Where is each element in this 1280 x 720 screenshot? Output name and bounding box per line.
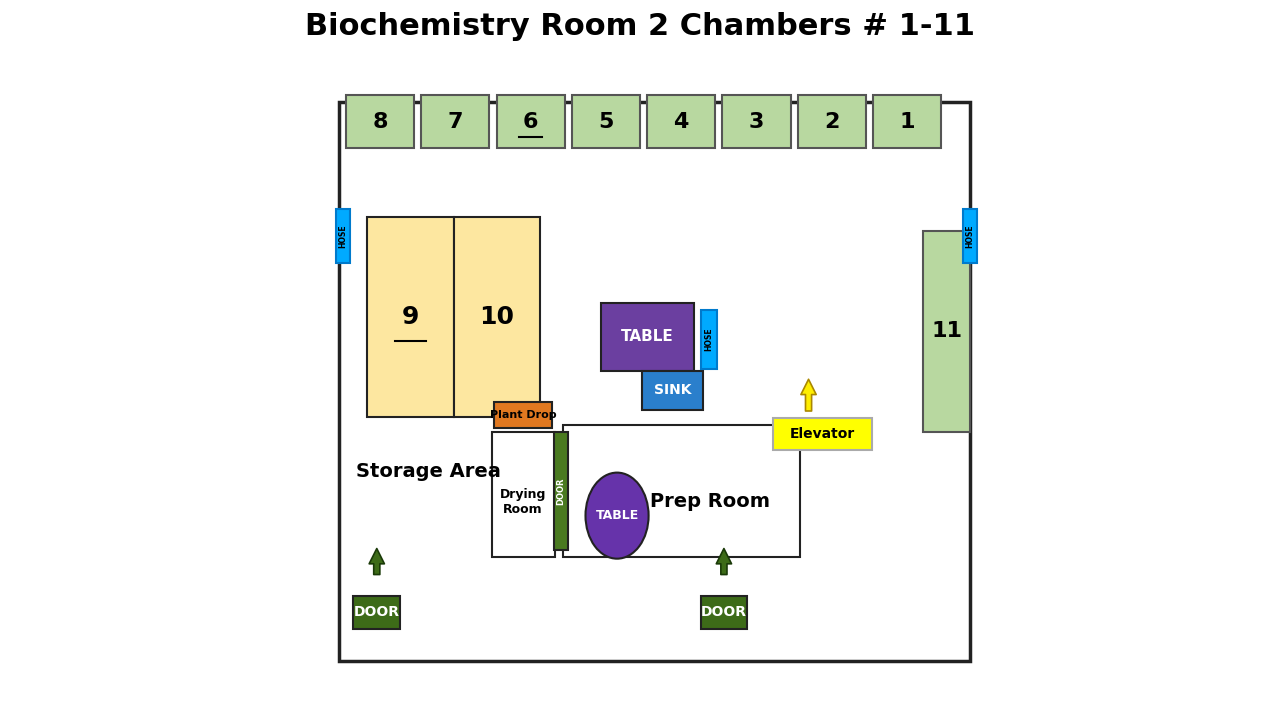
Bar: [492, 432, 554, 557]
Bar: [643, 371, 703, 410]
Text: 8: 8: [372, 112, 388, 132]
Bar: [554, 432, 568, 550]
Text: TABLE: TABLE: [621, 329, 673, 344]
Text: 4: 4: [673, 112, 689, 132]
Text: 6: 6: [522, 112, 539, 132]
Bar: [722, 94, 791, 148]
Text: 3: 3: [749, 112, 764, 132]
Text: HOSE: HOSE: [704, 328, 713, 351]
Text: Drying
Room: Drying Room: [500, 487, 547, 516]
Bar: [339, 102, 970, 661]
Text: Prep Room: Prep Room: [650, 492, 771, 511]
Bar: [773, 418, 872, 450]
Text: SINK: SINK: [654, 384, 691, 397]
Bar: [421, 94, 489, 148]
Bar: [563, 425, 800, 557]
Bar: [494, 402, 553, 428]
Bar: [963, 210, 977, 264]
Bar: [700, 596, 748, 629]
Bar: [353, 596, 401, 629]
Text: TABLE: TABLE: [595, 509, 639, 522]
Bar: [923, 231, 970, 432]
Bar: [335, 210, 351, 264]
Bar: [367, 217, 453, 418]
Bar: [701, 310, 717, 369]
Bar: [873, 94, 941, 148]
Text: 2: 2: [824, 112, 840, 132]
Text: 9: 9: [402, 305, 419, 329]
Text: Biochemistry Room 2 Chambers # 1-11: Biochemistry Room 2 Chambers # 1-11: [305, 12, 975, 41]
Text: DOOR: DOOR: [701, 606, 748, 619]
Text: Elevator: Elevator: [790, 427, 855, 441]
Text: Storage Area: Storage Area: [356, 462, 500, 481]
Bar: [572, 94, 640, 148]
Text: 7: 7: [448, 112, 463, 132]
Text: Plant Drop: Plant Drop: [490, 410, 557, 420]
Ellipse shape: [585, 472, 649, 559]
Text: HOSE: HOSE: [339, 225, 348, 248]
Text: 5: 5: [598, 112, 613, 132]
Text: HOSE: HOSE: [965, 225, 974, 248]
Text: DOOR: DOOR: [557, 477, 566, 505]
Text: 11: 11: [931, 321, 963, 341]
Text: 1: 1: [900, 112, 915, 132]
Bar: [497, 94, 564, 148]
Bar: [453, 217, 540, 418]
Bar: [648, 94, 716, 148]
Bar: [797, 94, 867, 148]
Text: DOOR: DOOR: [353, 606, 399, 619]
Text: 10: 10: [479, 305, 515, 329]
Bar: [600, 302, 694, 371]
Bar: [346, 94, 413, 148]
